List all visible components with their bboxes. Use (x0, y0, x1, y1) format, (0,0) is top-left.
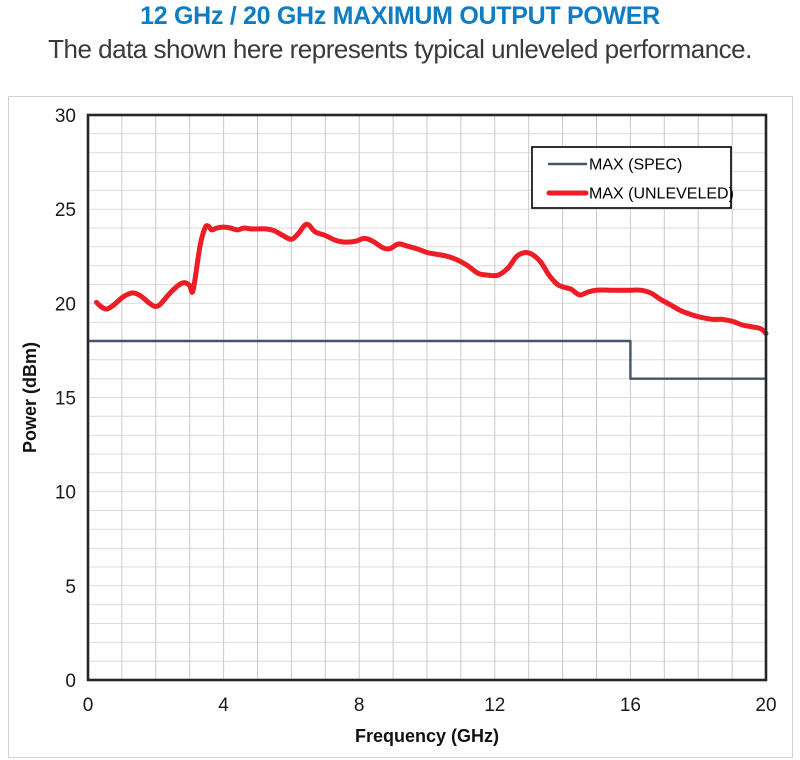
y-tick-label: 0 (65, 671, 76, 692)
y-tick-label: 5 (65, 577, 76, 598)
legend: MAX (SPEC) MAX (UNLEVELED) (531, 146, 734, 209)
plot-border (86, 113, 768, 682)
x-tick-label: 20 (755, 695, 776, 716)
legend-box (531, 146, 732, 209)
x-axis-title: Frequency (GHz) (355, 726, 499, 746)
y-tick-label: 20 (55, 294, 76, 315)
y-tick-label: 10 (55, 483, 76, 504)
chart-canvas: 0 4 8 12 16 20 0 5 10 15 20 25 30 Frequency (GHz) Powe… (20, 106, 777, 746)
y-axis-tick-labels: 0 5 10 15 20 25 30 (55, 106, 76, 692)
x-tick-label: 8 (354, 695, 365, 716)
y-tick-label: 30 (55, 106, 76, 127)
x-axis-tick-labels: 0 4 8 12 16 20 (83, 695, 777, 716)
y-tick-label: 25 (55, 200, 76, 221)
y-axis-title: Power (dBm) (20, 342, 40, 453)
legend-item-0: MAX (SPEC) (547, 157, 682, 174)
page-title: 12 GHz / 20 GHz MAXIMUM OUTPUT POWER (140, 2, 660, 30)
x-tick-label: 12 (484, 695, 505, 716)
series-line-1 (94, 221, 769, 336)
x-tick-label: 0 (83, 695, 94, 716)
page-subtitle: The data shown here represents typical u… (48, 34, 752, 64)
x-tick-label: 4 (218, 695, 229, 716)
legend-label: MAX (SPEC) (589, 157, 682, 174)
legend-item-1: MAX (UNLEVELED) (546, 186, 734, 203)
x-tick-label: 16 (620, 695, 641, 716)
vertical-gridlines (121, 115, 733, 680)
series-line-0 (86, 339, 768, 380)
legend-label: MAX (UNLEVELED) (589, 186, 734, 203)
y-tick-label: 15 (55, 389, 76, 410)
chart-figure: 0 4 8 12 16 20 0 5 10 15 20 25 30 Frequency (GHz) Powe… (8, 96, 793, 758)
